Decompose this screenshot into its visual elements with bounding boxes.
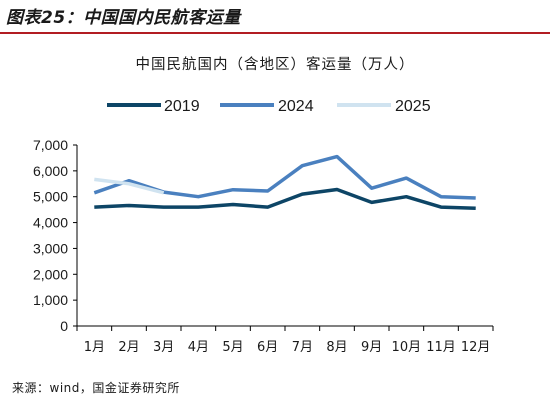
series-line-2024 xyxy=(93,154,476,200)
legend-label-2019: 2019 xyxy=(164,98,200,115)
chart-title: 中国民航国内（含地区）客运量（万人） xyxy=(135,57,415,73)
legend-label-2025: 2025 xyxy=(395,98,431,115)
series-line-2025 xyxy=(94,177,165,195)
figure-title: 图表25：中国国内民航客运量 xyxy=(6,8,241,28)
legend-label-2024: 2024 xyxy=(278,98,314,115)
y-tick-label: 1,000 xyxy=(33,292,68,308)
x-tick-label: 12月 xyxy=(461,340,491,355)
x-tick-label: 10月 xyxy=(392,340,422,355)
y-tick-label: 4,000 xyxy=(33,215,68,231)
x-tick-label: 6月 xyxy=(257,340,278,355)
x-tick-label: 9月 xyxy=(361,340,382,355)
x-tick-label: 4月 xyxy=(188,340,209,355)
y-tick-label: 6,000 xyxy=(33,163,68,179)
x-tick-label: 1月 xyxy=(84,340,105,355)
x-tick-label: 5月 xyxy=(222,340,243,355)
y-tick-label: 2,000 xyxy=(33,266,68,282)
title-rule xyxy=(0,32,550,34)
y-tick-label: 5,000 xyxy=(33,189,68,205)
y-tick-label: 3,000 xyxy=(33,240,68,256)
x-tick-label: 11月 xyxy=(426,340,456,355)
y-tick-label: 7,000 xyxy=(33,137,68,153)
y-tick-label: 0 xyxy=(60,318,68,334)
x-tick-label: 2月 xyxy=(118,340,139,355)
x-tick-label: 7月 xyxy=(292,340,313,355)
x-tick-label: 8月 xyxy=(326,340,347,355)
x-tick-label: 3月 xyxy=(153,340,174,355)
source-note: 来源：wind，国金证券研究所 xyxy=(12,381,180,395)
series-line-2019 xyxy=(94,187,476,211)
